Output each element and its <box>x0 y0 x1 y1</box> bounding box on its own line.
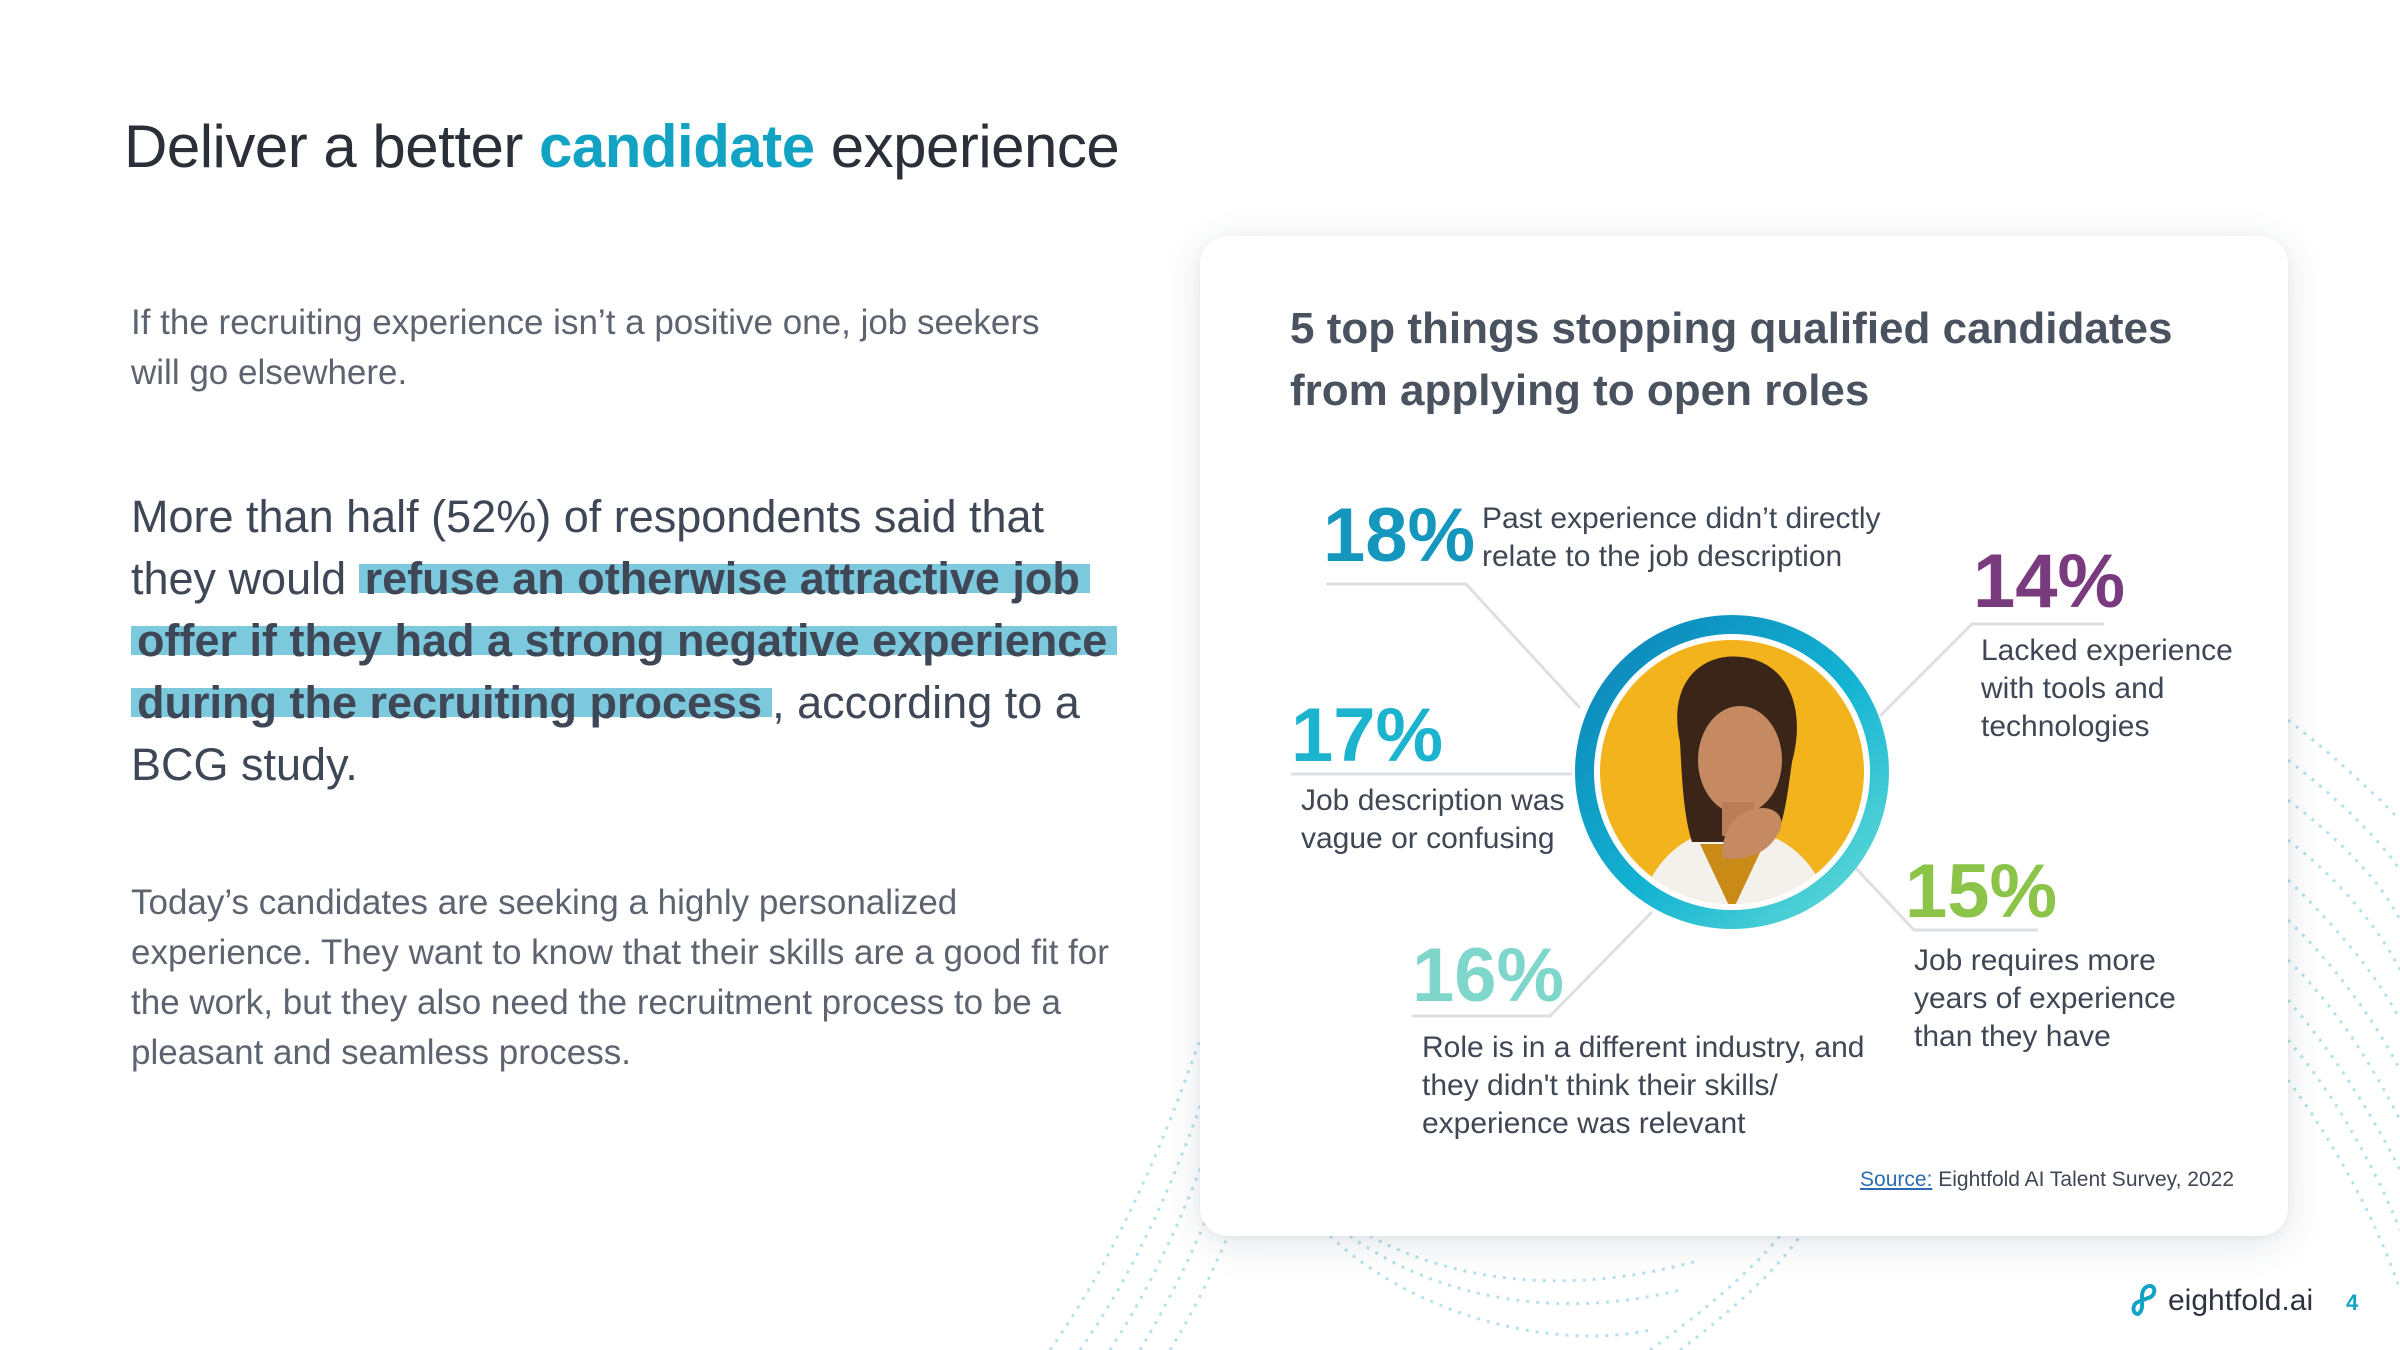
stat-18-description: Past experience didn’t directly relate t… <box>1482 502 1881 573</box>
card-title: 5 top things stopping qualified candidat… <box>1290 304 2173 415</box>
stat-paragraph: More than half (52%) of respondents said… <box>131 486 1131 796</box>
stat-15-description: Job requires more years of experience th… <box>1914 944 2176 1053</box>
page-number: 4 <box>2346 1290 2359 1315</box>
source-link[interactable]: Source: <box>1860 1168 1933 1191</box>
stat-16-percent: 16% <box>1412 933 1565 1018</box>
intro-text: If the recruiting experience isn’t a pos… <box>131 303 1040 392</box>
stat-15-percent: 15% <box>1905 849 2058 934</box>
stat-14-description: Lacked experience with tools and technol… <box>1981 634 2233 743</box>
candidate-portrait <box>1575 615 1889 929</box>
eightfold-logo: eightfold.ai <box>2130 1284 2313 1318</box>
logo-text: eightfold.ai <box>2168 1284 2314 1317</box>
stat-post: , according to a BCG study. <box>131 677 1080 790</box>
source-text: Eightfold AI Talent Survey, 2022 <box>1932 1168 2234 1191</box>
stat-17-description: Job description was vague or confusing <box>1301 784 1565 855</box>
eightfold-logo-icon <box>2131 1284 2157 1316</box>
stat-14-percent: 14% <box>1973 539 2126 624</box>
body-text: Today’s candidates are seeking a highly … <box>131 883 1109 1072</box>
stat-18-percent: 18% <box>1323 493 1476 578</box>
source-citation: Source: Eightfold AI Talent Survey, 2022 <box>1860 1168 2234 1192</box>
stat-16-description: Role is in a different industry, and the… <box>1422 1031 1865 1140</box>
title-pre: Deliver a better <box>124 113 540 180</box>
page-title: Deliver a better candidate experience <box>124 112 1120 181</box>
stat-17-percent: 17% <box>1291 693 1444 778</box>
stat-pre: More than half (52%) of respondents said… <box>131 491 1045 604</box>
title-post: experience <box>814 113 1120 180</box>
title-accent: candidate <box>539 113 815 180</box>
survey-card: 5 top things stopping qualified candidat… <box>1200 236 2288 1236</box>
connector-lines <box>1291 582 2104 1018</box>
